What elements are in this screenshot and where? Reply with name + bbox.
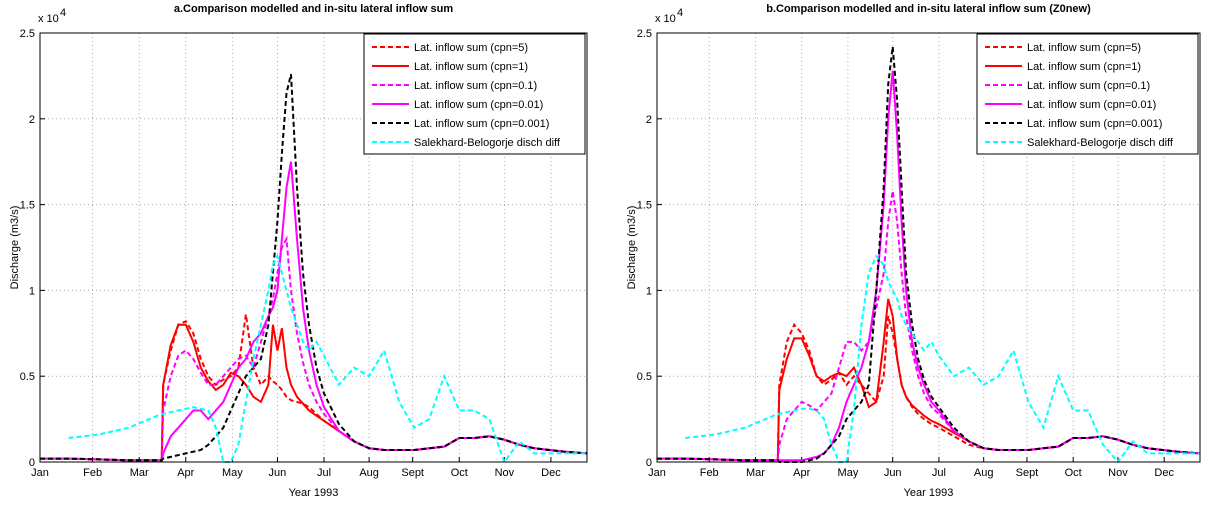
x-tick-label: Sept <box>1016 467 1039 479</box>
axes-frame <box>656 32 1201 463</box>
plot-panel: a.Comparison modelled and in-situ latera… <box>9 3 588 499</box>
y-tick-label: 2 <box>29 114 35 126</box>
plot-panel: b.Comparison modelled and in-situ latera… <box>626 3 1201 499</box>
x-tick-label: Aug <box>974 467 994 479</box>
y-tick-label: 0 <box>29 457 35 469</box>
y-tick-label: 0.5 <box>637 371 652 383</box>
y-axis-label: Discharge (m3/s) <box>626 206 638 290</box>
x-tick-label: Feb <box>700 467 719 479</box>
legend-box <box>976 33 1199 155</box>
legend-label: Lat. inflow sum (cpn=0.1) <box>414 80 537 92</box>
x-tick-label: Jan <box>31 467 49 479</box>
legend-label: Salekhard-Belogorje disch diff <box>414 137 561 149</box>
x-tick-label: Jan <box>648 467 666 479</box>
legend-label: Lat. inflow sum (cpn=0.1) <box>1027 80 1150 92</box>
y-tick-label: 0.5 <box>20 371 35 383</box>
x-tick-label: Sept <box>401 467 424 479</box>
y-multiplier-exponent: 4 <box>677 7 683 19</box>
chart-title: b.Comparison modelled and in-situ latera… <box>766 3 1091 15</box>
y-tick-label: 1.5 <box>20 200 35 212</box>
legend-label: Lat. inflow sum (cpn=5) <box>414 42 528 54</box>
legend-box <box>363 33 586 155</box>
axes-frame <box>39 32 588 463</box>
x-axis-label: Year 1993 <box>904 487 954 499</box>
x-tick-label: Jul <box>932 467 946 479</box>
y-tick-label: 1 <box>29 285 35 297</box>
y-tick-label: 2.5 <box>20 28 35 40</box>
x-tick-label: Aug <box>359 467 379 479</box>
y-tick-label: 1 <box>646 285 652 297</box>
legend-label: Lat. inflow sum (cpn=0.001) <box>1027 118 1162 130</box>
y-tick-label: 2 <box>646 114 652 126</box>
x-tick-label: May <box>838 467 859 479</box>
x-tick-label: Jul <box>317 467 331 479</box>
legend-label: Lat. inflow sum (cpn=0.01) <box>1027 99 1156 111</box>
x-tick-label: Oct <box>451 467 468 479</box>
x-tick-label: Apr <box>177 467 194 479</box>
x-tick-label: Dec <box>541 467 561 479</box>
y-tick-label: 2.5 <box>637 28 652 40</box>
y-multiplier: x 10 <box>38 13 59 25</box>
legend-label: Lat. inflow sum (cpn=5) <box>1027 42 1141 54</box>
x-axis-label: Year 1993 <box>289 487 339 499</box>
x-tick-label: Mar <box>130 467 149 479</box>
legend-label: Salekhard-Belogorje disch diff <box>1027 137 1174 149</box>
y-tick-label: 0 <box>646 457 652 469</box>
x-tick-label: Jun <box>269 467 287 479</box>
y-multiplier: x 10 <box>655 13 676 25</box>
legend-label: Lat. inflow sum (cpn=0.01) <box>414 99 543 111</box>
y-multiplier-exponent: 4 <box>60 7 66 19</box>
x-tick-label: Mar <box>746 467 765 479</box>
series-line <box>40 161 588 462</box>
x-tick-label: Feb <box>83 467 102 479</box>
x-tick-label: May <box>222 467 243 479</box>
x-tick-label: Jun <box>884 467 902 479</box>
legend-label: Lat. inflow sum (cpn=1) <box>1027 61 1141 73</box>
x-tick-label: Apr <box>793 467 810 479</box>
x-tick-label: Dec <box>1154 467 1174 479</box>
x-tick-label: Nov <box>495 467 515 479</box>
chart-title: a.Comparison modelled and in-situ latera… <box>174 3 454 15</box>
x-tick-label: Oct <box>1065 467 1082 479</box>
legend-label: Lat. inflow sum (cpn=0.001) <box>414 118 549 130</box>
legend-label: Lat. inflow sum (cpn=1) <box>414 61 528 73</box>
series-line <box>40 73 588 462</box>
series-line <box>657 46 1201 463</box>
x-tick-label: Nov <box>1108 467 1128 479</box>
y-axis-label: Discharge (m3/s) <box>9 206 21 290</box>
series-line <box>685 254 1200 464</box>
y-tick-label: 1.5 <box>637 200 652 212</box>
series-line <box>657 70 1201 462</box>
